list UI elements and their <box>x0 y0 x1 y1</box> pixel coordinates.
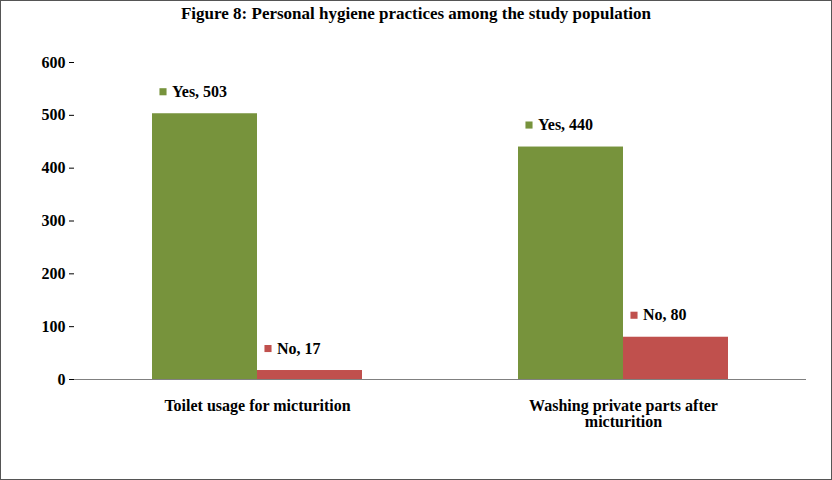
svg-text:Toilet usage for micturition: Toilet usage for micturition <box>164 397 350 415</box>
svg-text:0: 0 <box>58 371 66 388</box>
svg-text:300: 300 <box>42 212 66 229</box>
svg-text:No, 17: No, 17 <box>277 340 321 357</box>
svg-text:Washing private parts aftermic: Washing private parts aftermicturition <box>529 397 718 430</box>
svg-text:400: 400 <box>42 159 66 176</box>
svg-text:100: 100 <box>42 318 66 335</box>
svg-text:200: 200 <box>42 265 66 282</box>
html-text:Figure 8: Personal hygiene pra: Figure 8: Personal hygiene practices amo… <box>181 4 651 23</box>
svg-text:600: 600 <box>42 54 66 71</box>
svg-text:Yes, 503: Yes, 503 <box>172 83 227 100</box>
svg-text:No, 80: No, 80 <box>643 306 687 323</box>
svg-text:Yes, 440: Yes, 440 <box>538 116 593 133</box>
svg-text:500: 500 <box>42 106 66 123</box>
